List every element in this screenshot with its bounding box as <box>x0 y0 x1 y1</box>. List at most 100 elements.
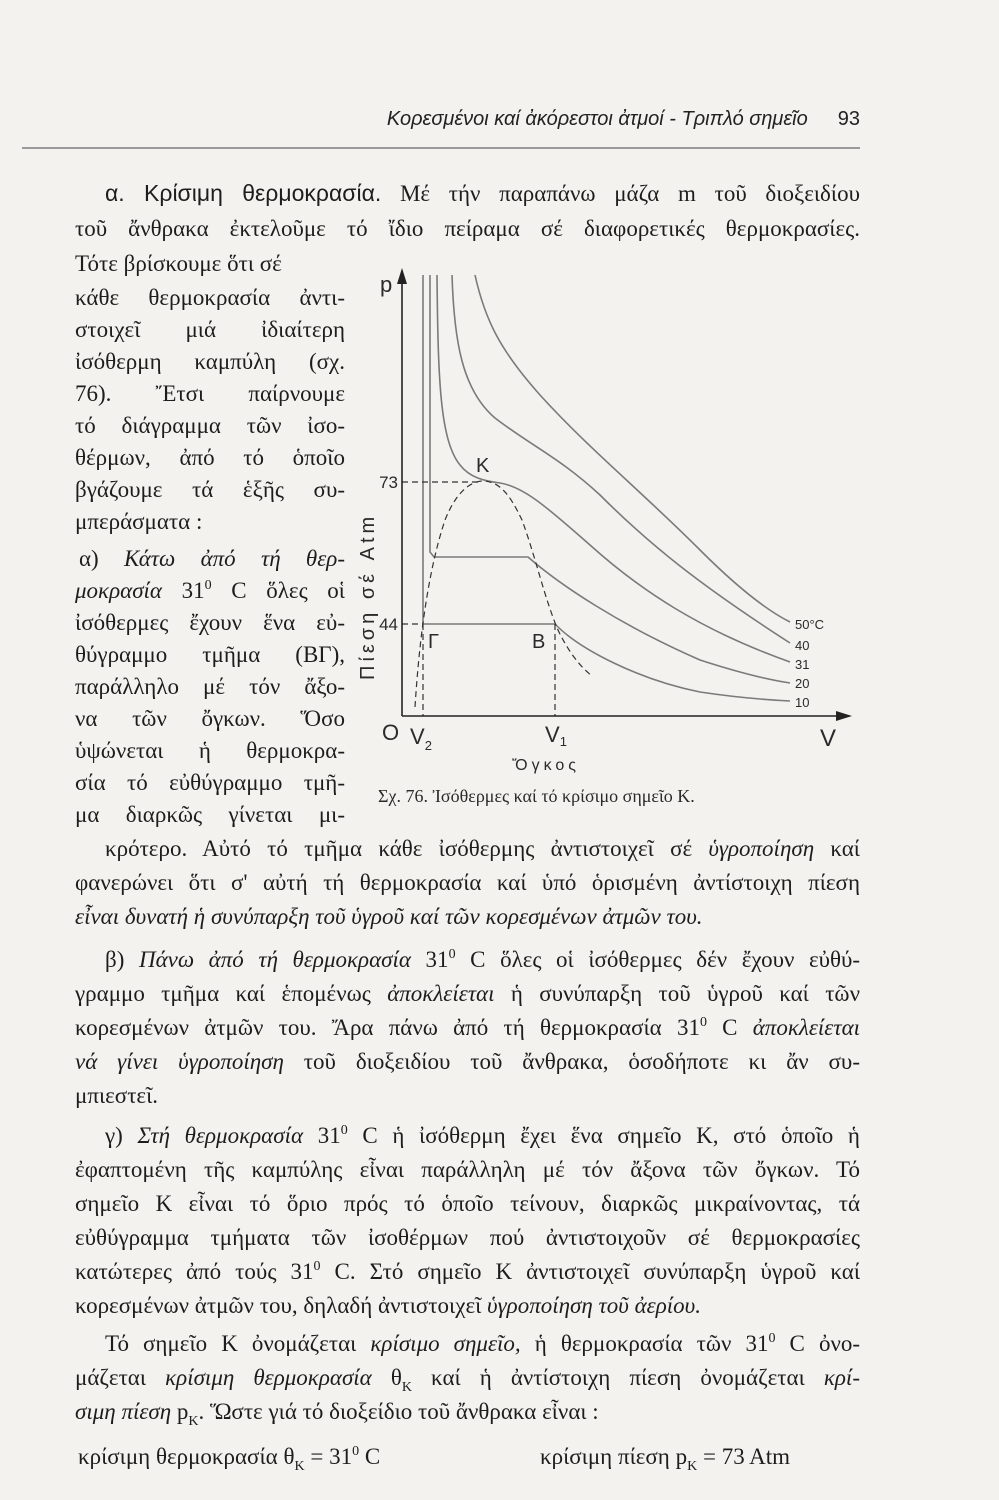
text-line-content: μάζεται κρίσιμη θερμοκρασία θK καί ἡ ἀντ… <box>75 1365 860 1395</box>
text-line: μα διαρκῶς γίνεται μι- <box>75 799 345 831</box>
critical-temperature-formula: κρίσιμη θερμοκρασία θK = 310 C <box>78 1444 381 1474</box>
text-run: Στή θερμοκρασία <box>137 1123 304 1148</box>
text-run: C. Στό σημεῖο Κ ἀντιστοιχεῖ συνύπαρξη ὑγ… <box>320 1259 861 1284</box>
text-line-content: σημεῖο Κ εἶναι τό ὅριο πρός τό ὁποῖο τεί… <box>75 1191 860 1216</box>
isotherm-label-10: 10 <box>795 695 809 710</box>
text-line: α) Κάτω ἀπό τή θερ- <box>75 543 345 575</box>
text-run: Τό σημεῖο Κ ὀνομάζεται <box>105 1331 371 1356</box>
text-line: βγάζουμε τά ἑξῆς συ- <box>75 474 345 506</box>
text-run: φανερώνει ὅτι σ' αὐτή τή θερμοκρασία καί… <box>75 870 860 895</box>
text-run: μπεράσματα : <box>75 509 203 534</box>
text-run: C <box>359 1444 381 1469</box>
text-line: μπεράσματα : <box>75 506 345 538</box>
text-line: μάζεται κρίσιμη θερμοκρασία θK καί ἡ ἀντ… <box>75 1361 860 1395</box>
isotherm-50 <box>474 274 791 623</box>
text-run: κρίσιμη θερμοκρασία θ <box>78 1444 295 1469</box>
text-line: ἰσόθερμη καμπύλη (σχ. <box>75 346 345 378</box>
x-axis-symbol: V <box>820 725 836 752</box>
text-line: μοκρασία 310 C ὅλες οἱ <box>75 575 345 607</box>
isotherm-40 <box>451 274 791 644</box>
text-run: C ὅλες οἱ ἰσόθερμες δέν ἔχουν εὐθύ- <box>455 947 861 972</box>
text-run: θύγραμμο τμῆμα (ΒΓ), <box>75 642 345 667</box>
text-run: γραμμο τμῆμα καί ἑπομένως <box>75 981 388 1006</box>
text-line-content: α. Κρίσιμη θερμοκρασία. Μέ τήν παραπάνω … <box>105 180 860 206</box>
text-line-content: βγάζουμε τά ἑξῆς συ- <box>75 477 345 502</box>
isotherm-label-31: 31 <box>795 657 809 672</box>
text-line-content: κατώτερες ἀπό τούς 310 C. Στό σημεῖο Κ ἀ… <box>75 1259 860 1284</box>
y-axis-title: Πίεση σέ Atm <box>357 513 379 680</box>
paragraph: Τό σημεῖο Κ ὀνομάζεται κρίσιμο σημεῖο, ἡ… <box>75 1327 860 1429</box>
y-tick-73: 73 <box>379 473 398 492</box>
running-title: Κορεσμένοι καί ἀκόρεστοι ἀτμοί - Τριπλό … <box>386 108 808 130</box>
subscript: K <box>294 1459 305 1474</box>
text-run: μοκρασία <box>75 578 163 603</box>
paragraph: α. Κρίσιμη θερμοκρασία. Μέ τήν παραπάνω … <box>75 176 860 281</box>
superscript: 0 <box>313 1259 321 1274</box>
text-line-content: α) Κάτω ἀπό τή θερ- <box>79 546 345 571</box>
paragraph: κρότερο. Αὐτό τό τμῆμα κάθε ἰσόθερμης ἀν… <box>75 832 860 934</box>
text-line-content: ὑψώνεται ἡ θερμοκρα- <box>75 738 345 763</box>
text-line-content: κάθε θερμοκρασία ἀντι- <box>75 285 345 310</box>
text-run: καί <box>814 836 860 861</box>
text-line: στοιχεῖ μιά ἰδιαίτερη <box>75 314 345 346</box>
text-run: p <box>171 1399 189 1424</box>
text-line: τό διάγραμμα τῶν ἰσο- <box>75 410 345 442</box>
intro-paragraph: α. Κρίσιμη θερμοκρασία. Μέ τήν παραπάνω … <box>75 176 860 281</box>
isotherm-figure: p V O 73 44 Πίεση σέ Atm Ὄγκος V2 V1 K Γ… <box>357 268 852 806</box>
point-b-label: B <box>532 631 545 653</box>
text-line: εὐθύγραμμα τμήματα τῶν ἰσοθέρμων πού ἀντ… <box>75 1221 860 1255</box>
text-line: α. Κρίσιμη θερμοκρασία. Μέ τήν παραπάνω … <box>75 176 860 211</box>
text-run: τοῦ διοξειδίου τοῦ ἄνθρακα, ὁσοδήποτε κι… <box>283 1049 860 1074</box>
text-line: κατώτερες ἀπό τούς 310 C. Στό σημεῖο Κ ἀ… <box>75 1255 860 1289</box>
text-run: τό διάγραμμα τῶν ἰσο- <box>75 413 345 438</box>
text-line: β) Πάνω ἀπό τή θερμοκρασία 310 C ὅλες οἱ… <box>75 943 860 977</box>
text-line-content: μα διαρκῶς γίνεται μι- <box>75 802 345 827</box>
text-line: νά γίνει ὑγροποίηση τοῦ διοξειδίου τοῦ ἄ… <box>75 1045 860 1079</box>
text-line: σημεῖο Κ εἶναι τό ὅριο πρός τό ὁποῖο τεί… <box>75 1187 860 1221</box>
isotherm-label-50: 50°C <box>795 617 824 632</box>
text-run: κορεσμένων ἀτμῶν του. Ἄρα πάνω ἀπό τή θε… <box>75 1015 700 1040</box>
text-line-content: κρότερο. Αὐτό τό τμῆμα κάθε ἰσόθερμης ἀν… <box>105 836 860 861</box>
text-run: κρίσιμη πίεση p <box>540 1444 688 1469</box>
text-run: = 73 Atm <box>697 1444 791 1469</box>
superscript: 0 <box>768 1331 776 1346</box>
text-run: C ὅλες οἱ <box>211 578 345 603</box>
text-run: κρί- <box>823 1365 860 1390</box>
text-run: 31 <box>410 947 449 972</box>
text-line-content: να τῶν ὄγκων. Ὅσο <box>75 706 345 731</box>
text-run: κατώτερες ἀπό τούς 31 <box>75 1259 314 1284</box>
text-line-content: στοιχεῖ μιά ἰδιαίτερη <box>75 317 345 342</box>
text-line: 76). Ἔτσι παίρνουμε <box>75 378 345 410</box>
text-run: κρίσιμη θερμοκρασία <box>165 1365 372 1390</box>
superscript: 0 <box>699 1015 707 1030</box>
left-column-text: κάθε θερμοκρασία ἀντι-στοιχεῖ μιά ἰδιαίτ… <box>75 282 345 831</box>
text-run: β) <box>105 947 139 972</box>
text-line-content: εἶναι δυνατή ἡ συνύπαρξη τοῦ ὑγροῦ καί τ… <box>75 904 703 929</box>
text-run: νά γίνει ὑγροποίηση <box>75 1049 284 1074</box>
text-run: σιμη πίεση <box>75 1399 172 1424</box>
text-line-content: θέρμων, ἀπό τό ὁποῖο <box>75 445 345 470</box>
text-run: C ὀνο- <box>775 1331 861 1356</box>
paragraph: α) Κάτω ἀπό τή θερ-μοκρασία 310 C ὅλες ο… <box>75 543 345 831</box>
text-run: ὑψώνεται ἡ θερμοκρα- <box>75 738 345 763</box>
y-axis-arrow <box>397 268 407 284</box>
text-line: σιμη πίεση pK. Ὥστε γιά τό διοξείδιο τοῦ… <box>75 1395 860 1429</box>
saturation-dome <box>414 480 593 708</box>
superscript: 0 <box>352 1444 360 1459</box>
text-run: ἰσόθερμη καμπύλη (σχ. <box>75 349 345 374</box>
v1-label: V1 <box>545 722 567 749</box>
text-run: = 31 <box>304 1444 353 1469</box>
subscript: K <box>401 1380 412 1395</box>
origin-label: O <box>382 720 399 745</box>
text-line: τοῦ ἄνθρακα ἐκτελοῦμε τό ἴδιο πείραμα σέ… <box>75 211 860 246</box>
text-run: ἡ θερμοκρασία τῶν 31 <box>520 1331 769 1356</box>
text-run: C <box>706 1015 753 1040</box>
text-line-content: κορεσμένων ἀτμῶν του, δηλαδή ἀντιστοιχεῖ… <box>75 1293 701 1318</box>
isotherm-20 <box>429 275 791 684</box>
point-gamma-label: Γ <box>428 631 439 653</box>
text-run: ἡ συνύπαρξη τοῦ ὑγροῦ καί τῶν <box>494 981 860 1006</box>
text-line: γ) Στή θερμοκρασία 310 C ἡ ἰσόθερμη ἔχει… <box>75 1119 860 1153</box>
text-line-content: ἰσόθερμη καμπύλη (σχ. <box>75 349 345 374</box>
text-run: σία τό εὐθύγραμμο τμῆ- <box>75 770 345 795</box>
text-line-content: νά γίνει ὑγροποίηση τοῦ διοξειδίου τοῦ ἄ… <box>75 1049 860 1074</box>
